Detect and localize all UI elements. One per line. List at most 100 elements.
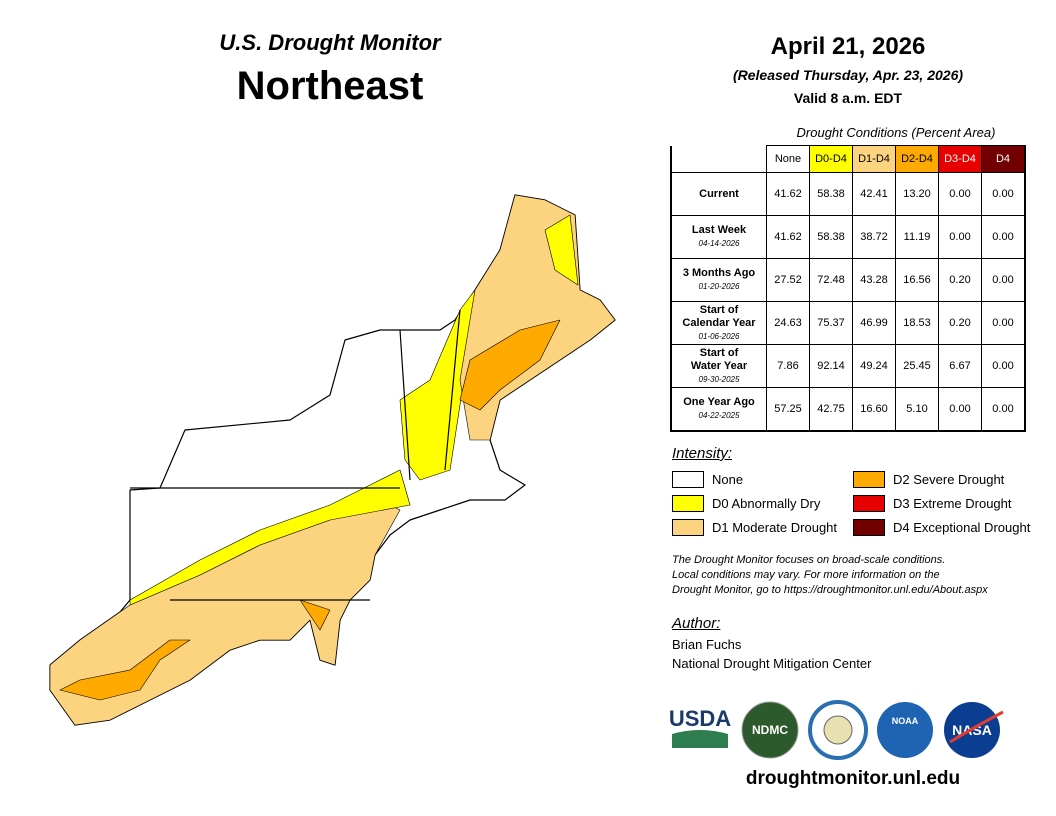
cell-value: 11.19 [895,215,939,259]
row-label-line: Calendar Year [682,316,756,329]
cell-value: 25.45 [895,344,939,388]
legend-item: D2 Severe Drought [853,471,1004,488]
legend-swatch [672,519,704,536]
cell-value: 0.00 [981,301,1026,345]
cell-value: 46.99 [852,301,896,345]
table-row: Current 41.62 58.38 42.41 13.20 0.00 0.00 [670,172,1026,216]
legend-label: D4 Exceptional Drought [893,520,1031,535]
cell-value: 92.14 [809,344,853,388]
conditions-table: None D0-D4 D1-D4 D2-D4 D3-D4 D4 Current 41.62 58… [670,145,1026,432]
region-d2 [459,319,561,411]
legend-title: Intensity: [672,445,733,462]
row-label: One Year Ago 04-22-2025 [670,387,767,432]
legend-item: D1 Moderate Drought [672,519,837,536]
legend-label: D0 Abnormally Dry [712,496,821,511]
subtitle: U.S. Drought Monitor [219,30,441,55]
row-label-line: Start of [699,303,739,316]
logo-ndmc: NDMC [752,723,788,737]
column-header: D1-D4 [852,145,896,173]
cell-value: 75.37 [809,301,853,345]
cell-value: 41.62 [766,172,810,216]
released: (Released Thursday, Apr. 23, 2026) [732,67,964,83]
legend-item: D3 Extreme Drought [853,495,1012,512]
row-label-line: Start of [699,346,739,359]
note-line: Local conditions may vary. For more info… [672,569,940,581]
legend-item: D4 Exceptional Drought [853,519,1030,536]
legend-label: D1 Moderate Drought [712,520,838,535]
table-row: One Year Ago 04-22-2025 57.25 42.75 16.60 5.1… [670,387,1026,432]
cell-value: 16.60 [852,387,896,432]
column-header: None [766,145,810,173]
cell-value: 27.52 [766,258,810,302]
cell-value: 57.25 [766,387,810,432]
legend-swatch [672,495,704,512]
author-title: Author: [672,615,721,632]
title: Northeast [236,64,424,108]
table-row: Start of Calendar Year 01-06-2026 24.63 75.3… [670,301,1026,345]
legend-label: D3 Extreme Drought [893,496,1012,511]
row-label-line: One Year Ago [683,396,755,408]
column-header: D4 [981,145,1026,173]
region-d0 [544,214,579,286]
cell-value: 0.00 [981,258,1026,302]
cell-value: 16.56 [895,258,939,302]
author-name: Brian Fuchs [672,637,742,652]
cell-value: 72.48 [809,258,853,302]
cell-value: 0.00 [981,215,1026,259]
table-row: Start of Water Year 09-30-2025 7.86 92.14 49.… [670,344,1026,388]
valid-date: April 21, 2026 [770,33,926,60]
logo-usda: USDA [669,706,731,731]
footer-url: droughtmonitor.unl.edu [745,768,961,789]
cell-value: 0.00 [938,215,982,259]
cell-value: 38.72 [852,215,896,259]
cell-value: 18.53 [895,301,939,345]
region-d2 [59,639,191,701]
legend-swatch [853,495,885,512]
logo-ndmc-bg [741,701,799,759]
legend-label: None [712,472,744,487]
cell-value: 42.75 [809,387,853,432]
cell-value: 0.20 [938,258,982,302]
row-label-line: 3 Months Ago [682,267,756,279]
region-d2 [299,599,331,631]
cell-value: 42.41 [852,172,896,216]
row-date: 01-20-2026 [698,282,740,291]
table-row: 3 Months Ago 01-20-2026 27.52 72.48 43.28 16.… [670,258,1026,302]
region-d0 [129,469,411,606]
cell-value: 0.00 [938,387,982,432]
cell-value: 0.20 [938,301,982,345]
cell-value: 13.20 [895,172,939,216]
cell-value: 58.38 [809,215,853,259]
row-date: 09-30-2025 [698,374,740,384]
header-row: None D0-D4 D1-D4 D2-D4 D3-D4 D4 [671,145,1026,173]
valid-time: Valid 8 a.m. EDT [793,90,903,106]
legend-swatch [853,519,885,536]
logo-nasa-swoosh [949,710,1004,744]
cell-value: 5.10 [895,387,939,432]
cell-value: 58.38 [809,172,853,216]
note-line: Drought Monitor, go to https://droughtmo… [672,584,988,596]
column-header: D3-D4 [938,145,982,173]
cell-value: 0.00 [981,387,1026,432]
corner [671,145,767,173]
row-label-line: Last Week [691,224,747,236]
column-header: D2-D4 [895,145,939,173]
row-label: Start of Calendar Year 01-06-2026 [670,301,767,345]
row-label: Start of Water Year 09-30-2025 [670,344,767,388]
row-label: 3 Months Ago 01-20-2026 [670,258,767,302]
table-row: Last Week 04-14-2026 41.62 58.38 38.72 11.19 0… [670,215,1026,259]
column-header: D0-D4 [809,145,853,173]
legend-label: D2 Severe Drought [893,472,1005,487]
cell-value: 7.86 [766,344,810,388]
cell-value: 0.00 [981,344,1026,388]
cell-value: 41.62 [766,215,810,259]
cell-value: 49.24 [852,344,896,388]
cell-value: 0.00 [981,172,1026,216]
row-label-line: Current [699,187,739,200]
legend-swatch [672,471,704,488]
row-date: 04-22-2025 [698,411,740,420]
legend-item: D0 Abnormally Dry [672,495,820,512]
author-org: National Drought Mitigation Center [672,656,872,671]
row-date: 01-06-2026 [698,331,740,341]
